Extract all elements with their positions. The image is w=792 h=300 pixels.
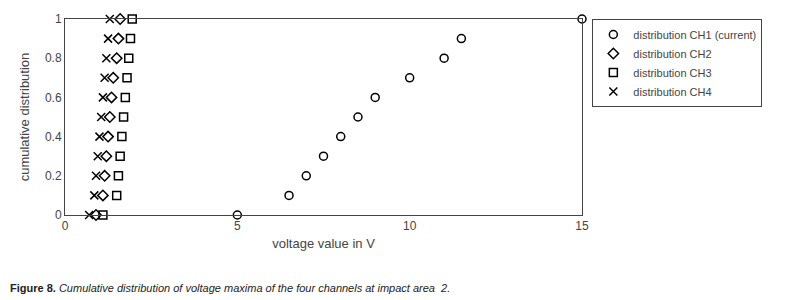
svg-text:10: 10 <box>403 219 417 233</box>
svg-text:15: 15 <box>575 219 589 233</box>
svg-text:0.6: 0.6 <box>45 91 62 105</box>
svg-text:distribution CH2: distribution CH2 <box>633 48 711 60</box>
svg-text:0: 0 <box>62 219 69 233</box>
svg-text:1: 1 <box>55 12 62 26</box>
svg-text:5: 5 <box>234 219 241 233</box>
svg-text:0.2: 0.2 <box>45 169 62 183</box>
svg-text:distribution CH4: distribution CH4 <box>633 86 711 98</box>
svg-text:0: 0 <box>55 208 62 222</box>
svg-text:distribution CH3: distribution CH3 <box>633 67 711 79</box>
svg-text:Figure 8. Cumulative distribut: Figure 8. Cumulative distribution of vol… <box>10 282 450 294</box>
svg-text:0.4: 0.4 <box>45 130 62 144</box>
svg-text:0.8: 0.8 <box>45 51 62 65</box>
svg-text:distribution CH1 (current): distribution CH1 (current) <box>633 29 756 41</box>
svg-text:cumulative distribution: cumulative distribution <box>17 53 32 182</box>
svg-text:voltage value in V: voltage value in V <box>272 236 375 251</box>
